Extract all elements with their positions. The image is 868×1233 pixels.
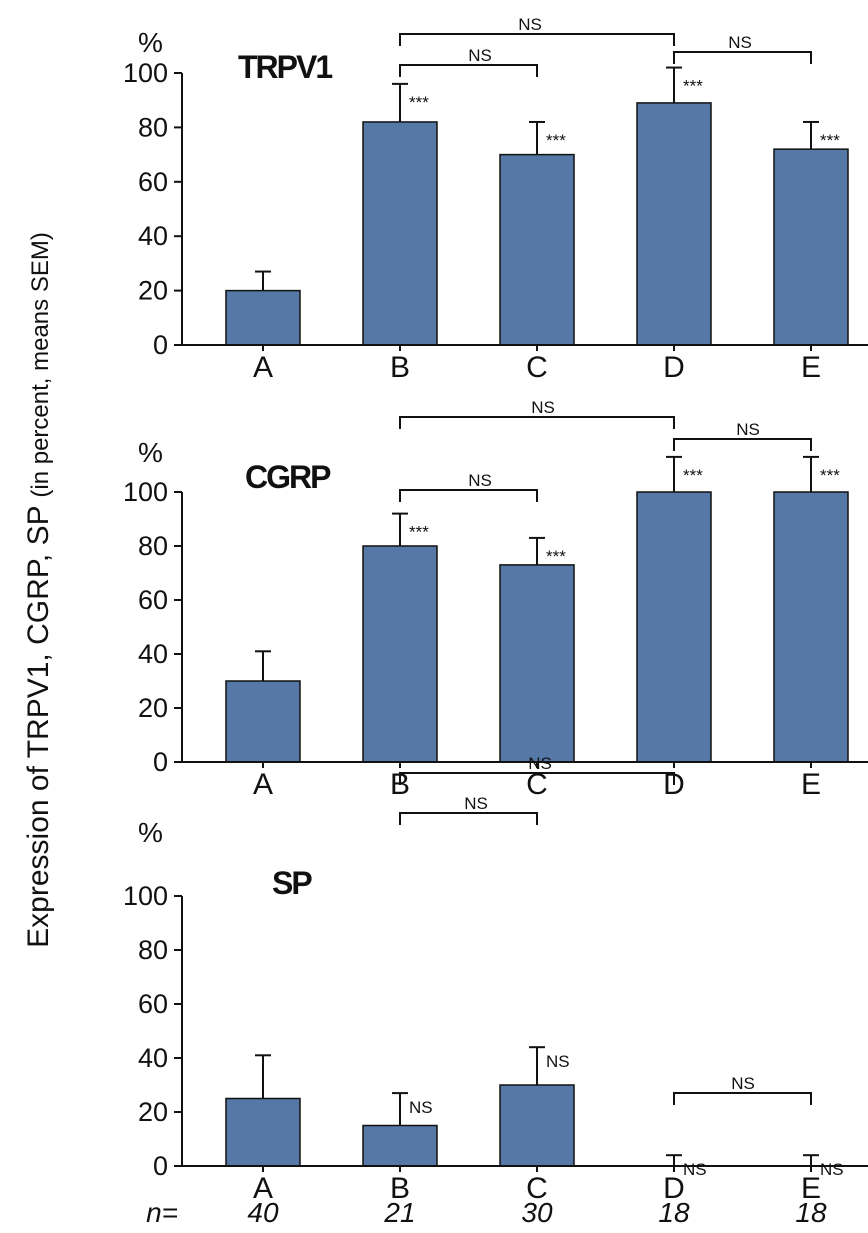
significance-label: NS (409, 1098, 433, 1117)
panel-trpv1: 0 20 40 60 80 100% TRPV1 *** *** *** *** A B C D E NS NS N… (123, 15, 868, 384)
significance-label: *** (820, 131, 840, 150)
y-axis-label-suffix: (in percent, means SEM) (27, 232, 54, 497)
bar-D (636, 102, 712, 346)
category-label: E (801, 1172, 821, 1205)
bar-C (499, 564, 575, 763)
y-tick-label: 0 (153, 330, 168, 360)
y-tick-label: 80 (138, 935, 168, 965)
panel-title: TRPV1 (238, 49, 332, 85)
category-label: A (253, 1172, 273, 1205)
bar-D (636, 491, 712, 763)
bar-A (225, 680, 301, 763)
significance-label: NS (546, 1052, 570, 1071)
bar-B (362, 545, 438, 763)
significance-label: *** (683, 466, 703, 485)
y-unit-label: % (138, 437, 163, 468)
category-label: C (526, 768, 548, 801)
y-tick-label: 80 (138, 531, 168, 561)
n-value: 18 (658, 1197, 690, 1228)
bar-C (499, 1084, 575, 1167)
y-tick-label: 40 (138, 1043, 168, 1073)
y-tick-label: 0 (153, 1151, 168, 1181)
y-tick-label: 100 (123, 881, 168, 911)
comparison-label: NS (728, 33, 752, 52)
n-value: 40 (247, 1197, 279, 1228)
y-tick-label: 100 (123, 58, 168, 88)
category-label: D (663, 1172, 685, 1205)
comparison-label: NS (731, 1074, 755, 1093)
y-tick-label: 0 (153, 747, 168, 777)
panel-title: CGRP (245, 459, 331, 495)
comparison-label: NS (528, 754, 552, 773)
significance-label: NS (820, 1160, 844, 1179)
category-label: E (801, 351, 821, 384)
significance-label: NS (683, 1160, 707, 1179)
category-label: D (663, 351, 685, 384)
comparison-bracket (673, 1092, 812, 1105)
y-tick-label: 40 (138, 221, 168, 251)
bar-A (225, 289, 301, 346)
y-unit-label: % (138, 27, 163, 58)
comparison-label: NS (518, 15, 542, 34)
category-label: A (253, 351, 273, 384)
y-tick-label: 40 (138, 639, 168, 669)
comparison-bracket (399, 772, 675, 785)
n-label: n= (146, 1197, 178, 1228)
significance-label: *** (409, 523, 429, 542)
category-label: B (390, 1172, 410, 1205)
y-tick-label: 80 (138, 112, 168, 142)
comparison-bracket (399, 489, 538, 502)
bar-E (773, 148, 849, 346)
n-value: 30 (521, 1197, 553, 1228)
y-tick-label: 20 (138, 276, 168, 306)
comparison-label: NS (464, 794, 488, 813)
sample-size-row: n= 40 21 30 18 18 (146, 1197, 827, 1228)
significance-label: *** (683, 77, 703, 96)
comparison-bracket (673, 438, 812, 451)
y-axis-label: Expression of TRPV1, CGRP, SP (in percen… (22, 232, 55, 948)
comparison-bracket (399, 64, 538, 77)
category-label: C (526, 1172, 548, 1205)
n-value: 18 (795, 1197, 827, 1228)
bar-B (362, 1124, 438, 1167)
comparison-label: NS (736, 420, 760, 439)
comparison-bracket (399, 33, 675, 46)
bar-B (362, 121, 438, 346)
significance-label: *** (820, 466, 840, 485)
y-tick-label: 60 (138, 585, 168, 615)
y-tick-label: 100 (123, 477, 168, 507)
bar-A (225, 1097, 301, 1167)
bar-E (773, 491, 849, 763)
y-tick-label: 20 (138, 1097, 168, 1127)
panel-title: SP (272, 865, 312, 901)
comparison-bracket (673, 51, 812, 64)
y-tick-label: 20 (138, 693, 168, 723)
y-unit-label: % (138, 817, 163, 848)
n-value: 21 (383, 1197, 415, 1228)
category-label: C (526, 351, 548, 384)
comparison-label: NS (531, 398, 555, 417)
category-label: E (801, 768, 821, 801)
comparison-label: NS (468, 471, 492, 490)
significance-label: *** (546, 547, 566, 566)
significance-label: *** (409, 93, 429, 112)
bar-C (499, 153, 575, 346)
y-axis-label-main: Expression of TRPV1, CGRP, SP (22, 506, 55, 948)
y-tick-label: 60 (138, 167, 168, 197)
significance-label: *** (546, 131, 566, 150)
comparison-bracket (399, 416, 675, 429)
comparison-bracket (399, 812, 538, 825)
category-label: B (390, 351, 410, 384)
y-tick-label: 60 (138, 989, 168, 1019)
comparison-label: NS (468, 46, 492, 65)
category-label: A (253, 768, 273, 801)
